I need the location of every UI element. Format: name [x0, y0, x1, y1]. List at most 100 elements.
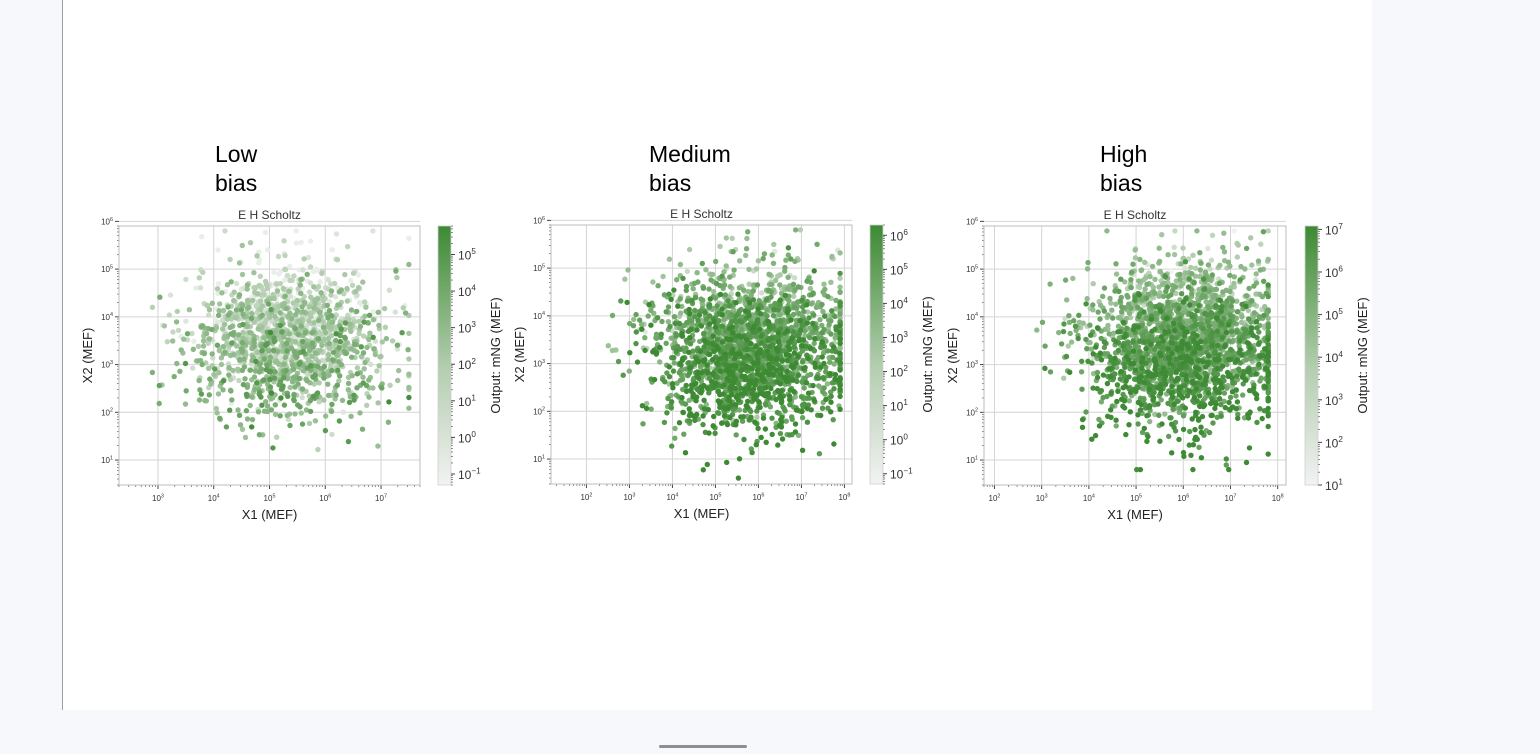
scatter-point: [658, 331, 664, 337]
scatter-point: [709, 341, 716, 347]
scatter-point: [336, 378, 342, 384]
scatter-point: [289, 315, 295, 322]
scatter-point: [719, 375, 725, 381]
scatter-point: [197, 387, 203, 393]
scatter-point: [781, 406, 787, 412]
scatter-point: [798, 394, 805, 400]
scatter-point: [755, 258, 762, 264]
scatter-point: [287, 310, 293, 317]
scatter-point: [837, 284, 843, 290]
scatter-point: [750, 288, 756, 294]
scatter-point: [808, 301, 815, 307]
scatter-point: [786, 432, 793, 438]
scatter-point: [283, 340, 290, 347]
scatter-point: [735, 475, 742, 481]
scatter-point: [717, 243, 723, 250]
scatter-point: [670, 385, 676, 391]
scatter-point: [319, 270, 325, 277]
scatter-point: [332, 280, 338, 287]
scatter-point: [690, 286, 696, 292]
scatter-point: [1207, 299, 1214, 305]
scatter-point: [605, 343, 611, 349]
scatter-point: [236, 260, 243, 266]
scatter-point: [633, 340, 639, 347]
scatter-point: [754, 367, 761, 373]
scatter-point: [292, 411, 298, 417]
scatter-point: [756, 297, 762, 304]
scatter-point: [1034, 327, 1040, 333]
scatter-point: [692, 294, 699, 301]
scatter-point: [693, 356, 700, 362]
scatter-point: [1238, 263, 1244, 270]
scatter-point: [241, 356, 247, 362]
scatter-point: [758, 340, 765, 346]
scatter-point: [203, 331, 210, 337]
scatter-point: [362, 313, 368, 319]
scatter-point: [731, 267, 737, 273]
scatter-point: [690, 391, 696, 397]
scatter-point: [325, 335, 331, 342]
scatter-point: [791, 293, 797, 299]
scatter-point: [370, 228, 376, 234]
scatter-point: [348, 277, 354, 284]
scatter-point: [301, 299, 308, 305]
scatter-point: [1080, 320, 1086, 326]
scatter-point: [799, 447, 806, 453]
scatter-point: [210, 355, 216, 361]
scatter-point: [648, 307, 654, 314]
scatter-point: [300, 348, 306, 355]
scatter-point: [777, 297, 783, 303]
scatter-point: [811, 340, 817, 347]
scatter-point: [766, 353, 772, 359]
colorbar-tick-label: 103: [458, 320, 476, 335]
scatter-point: [825, 293, 831, 300]
scatter-point: [824, 381, 831, 387]
scatter-point: [381, 305, 388, 312]
scatter-point: [757, 404, 763, 410]
scatter-point: [321, 375, 327, 381]
scatter-point: [319, 342, 325, 349]
scatter-point: [1066, 319, 1073, 325]
scatter-point: [726, 377, 732, 384]
scatter-point: [315, 363, 321, 370]
scatter-point: [240, 311, 246, 318]
x-tick-label: 105: [264, 493, 276, 503]
scatter-point: [379, 339, 385, 345]
scatter-point: [719, 306, 725, 312]
scatter-point: [828, 389, 834, 395]
scatter-point: [344, 285, 350, 292]
scatter-point: [284, 272, 291, 279]
scatter-point: [1180, 245, 1186, 251]
scatter-point: [333, 231, 340, 237]
scatter-point: [789, 377, 796, 383]
scatter-point: [239, 340, 246, 346]
scatter-point: [227, 256, 233, 263]
scatter-point: [634, 359, 641, 365]
scatter-point: [710, 423, 716, 429]
colorbar-tick-label: 101: [890, 398, 908, 413]
scatter-point: [784, 364, 791, 370]
y-tick-label: 104: [101, 312, 113, 322]
scatter-point: [329, 319, 336, 325]
scatter-point: [354, 308, 360, 315]
scatter-point: [698, 323, 705, 329]
scatter-point: [379, 385, 385, 391]
scatter-point: [818, 412, 824, 419]
scatter-point: [827, 359, 833, 365]
scatter-point: [280, 348, 286, 354]
scatter-point: [406, 394, 412, 401]
scatter-point: [734, 392, 741, 399]
scatter-point: [687, 365, 693, 371]
scatter-point: [183, 276, 189, 283]
y-tick-label: 106: [966, 217, 978, 227]
scatter-point: [686, 360, 692, 366]
scatter-point: [669, 443, 675, 449]
scatter-point: [653, 335, 659, 341]
scatter-point: [242, 434, 249, 441]
scatter-point: [686, 406, 692, 412]
scatter-point: [362, 359, 368, 366]
scatter-point: [827, 370, 833, 377]
scatter-point: [665, 304, 672, 310]
scatter-point: [791, 388, 797, 395]
scatter-point: [286, 288, 292, 294]
